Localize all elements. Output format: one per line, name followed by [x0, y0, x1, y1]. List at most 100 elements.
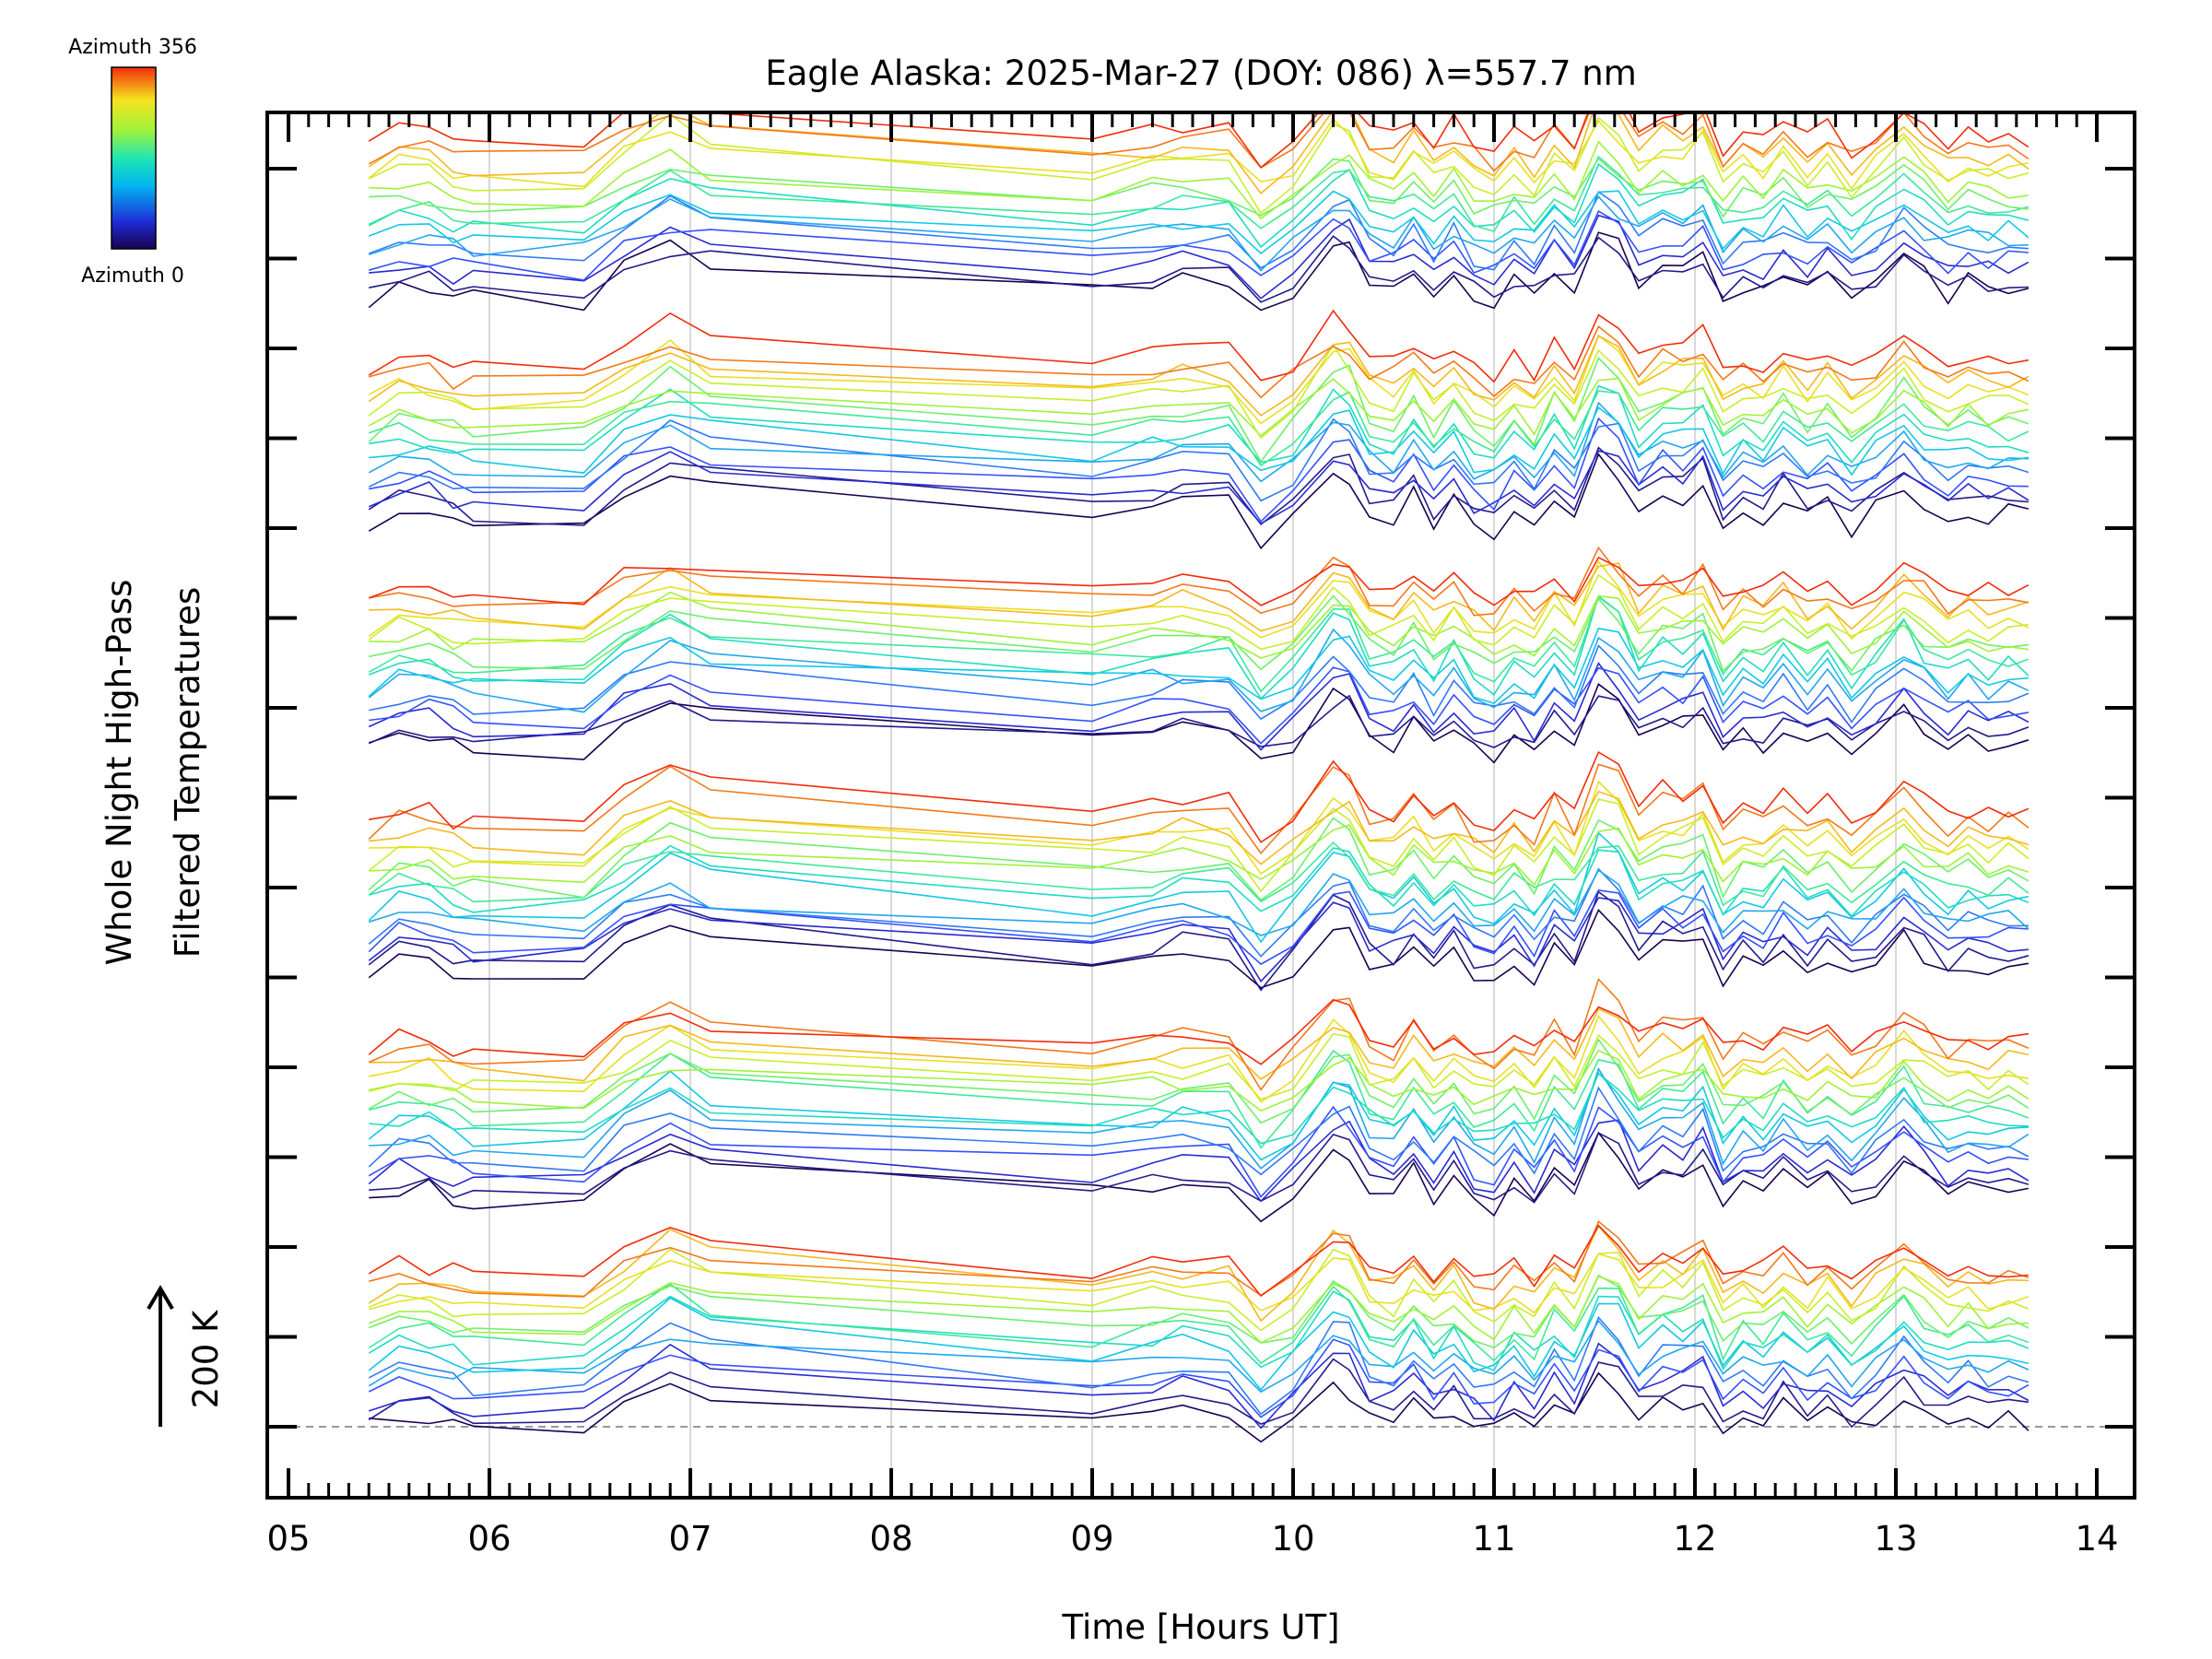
x-tick-label: 11 — [1472, 1519, 1515, 1559]
series-line — [368, 453, 2030, 550]
x-tick-label: 06 — [467, 1519, 511, 1559]
series-line — [368, 231, 2030, 312]
series-line — [368, 195, 2029, 272]
series-line — [368, 595, 2030, 693]
series-line — [368, 210, 2029, 281]
x-tick-label: 14 — [2075, 1519, 2118, 1559]
y-axis-label-line2: Filtered Temperatures — [168, 587, 207, 958]
series-line — [368, 627, 2029, 705]
series-line — [368, 325, 2030, 399]
series-line — [369, 750, 2030, 843]
series-line — [369, 1132, 2030, 1204]
series-line — [368, 418, 2030, 502]
series-line — [368, 977, 2030, 1091]
series-line — [368, 1290, 2030, 1371]
series-line — [369, 158, 2029, 218]
series-line — [368, 573, 2029, 651]
x-tick-label: 13 — [1874, 1519, 1917, 1559]
series-line — [368, 908, 2030, 989]
plot-frame — [265, 111, 2136, 1500]
series-line — [368, 1342, 2030, 1430]
series-line — [368, 162, 2030, 249]
series-line — [369, 384, 2030, 464]
series-line — [368, 1119, 2030, 1203]
series-line — [368, 335, 2030, 417]
series-line — [368, 897, 2029, 983]
x-axis-label: Time [Hours UT] — [1061, 1607, 1339, 1647]
series-line — [368, 763, 2030, 855]
series-line — [368, 1070, 2029, 1161]
scale-label: 200 K — [186, 1309, 226, 1408]
series-line — [368, 694, 2030, 748]
series-line — [368, 343, 2030, 440]
series-line — [368, 831, 2030, 944]
series-line — [368, 1224, 2029, 1298]
series-line — [369, 406, 2030, 477]
series-line — [369, 235, 2029, 303]
series-line — [368, 798, 2030, 893]
series-line — [368, 841, 2030, 907]
x-tick-labels: 05 06 07 08 09 10 11 12 13 14 — [266, 1519, 2118, 1559]
series-line — [368, 155, 2030, 233]
series-line — [369, 546, 2030, 617]
series-line — [368, 112, 2030, 215]
series-line — [369, 591, 2030, 659]
series-line — [368, 869, 2030, 936]
series-line — [368, 556, 2030, 606]
series-line — [368, 401, 2029, 483]
series-line — [368, 1283, 2030, 1365]
colorbar — [111, 66, 157, 250]
series-line — [368, 844, 2030, 918]
series-line — [369, 1007, 2030, 1082]
series-line — [369, 666, 2030, 745]
series-line — [368, 1315, 2030, 1416]
series-line — [368, 661, 2030, 751]
x-tick-label: 08 — [869, 1519, 912, 1559]
series-line — [369, 790, 2030, 865]
gridlines — [488, 112, 1897, 1498]
series-line — [368, 377, 2030, 437]
series-line — [368, 190, 2030, 255]
series-line — [369, 1131, 2030, 1223]
series-line — [368, 450, 2030, 525]
series-line — [368, 118, 2030, 191]
scale-arrowhead — [147, 1285, 174, 1311]
series-line — [368, 628, 2030, 713]
series-line — [368, 334, 2030, 425]
series-line — [368, 1275, 2029, 1344]
series-line — [369, 1219, 2030, 1298]
axis-ticks — [267, 112, 2135, 1498]
series-group — [368, 112, 2030, 1443]
series-line — [369, 644, 2030, 724]
series-line — [368, 1358, 2030, 1429]
series-line — [369, 824, 2030, 887]
series-line — [368, 309, 2030, 383]
series-line — [369, 417, 2029, 524]
x-tick-label: 12 — [1673, 1519, 1716, 1559]
series-line — [369, 1072, 2029, 1145]
series-line — [369, 1015, 2030, 1103]
series-line — [368, 998, 2030, 1065]
colorbar-min-label: Azimuth 0 — [81, 265, 184, 288]
x-tick-label: 10 — [1271, 1519, 1314, 1559]
series-line — [368, 446, 2029, 526]
series-line — [368, 683, 2030, 764]
series-line — [368, 1319, 2030, 1394]
series-line — [369, 1032, 2030, 1100]
series-line — [369, 140, 2030, 220]
series-line — [368, 1105, 2029, 1198]
series-line — [369, 594, 2029, 673]
x-tick-label: 09 — [1070, 1519, 1113, 1559]
series-line — [369, 562, 2030, 632]
colorbar-max-label: Azimuth 356 — [68, 36, 197, 59]
series-line — [368, 594, 2030, 700]
series-line — [369, 1049, 2030, 1112]
y-axis-label-line1: Whole Night High-Pass — [100, 580, 139, 966]
series-line — [368, 1086, 2030, 1176]
series-line — [369, 1371, 2030, 1443]
series-line — [368, 357, 2030, 464]
series-line — [368, 1253, 2030, 1314]
series-line — [368, 1038, 2030, 1124]
x-tick-label: 05 — [266, 1519, 310, 1559]
